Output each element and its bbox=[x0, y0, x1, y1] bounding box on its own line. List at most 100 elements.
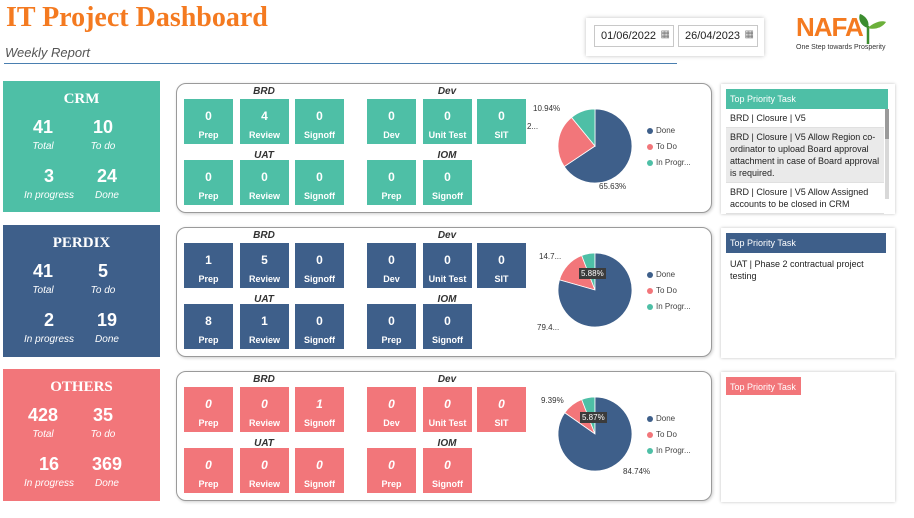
scrollbar[interactable] bbox=[885, 109, 889, 199]
priority-task-header[interactable]: Top Priority Task bbox=[726, 377, 801, 395]
iom-group-label: IOM bbox=[437, 294, 457, 305]
iom-signoff-tile[interactable]: 0 Signoff bbox=[423, 304, 472, 349]
dev-unit-tile[interactable]: 0 Unit Test bbox=[423, 99, 472, 144]
dev-sit-tile[interactable]: 0 SIT bbox=[477, 243, 526, 288]
calendar-icon[interactable]: ▦ bbox=[744, 29, 754, 40]
pie-slice-todo[interactable] bbox=[557, 116, 596, 168]
priority-task-header[interactable]: Top Priority Task bbox=[726, 233, 886, 253]
iom-prep-tile[interactable]: 0 Prep bbox=[367, 448, 416, 493]
priority-task-item[interactable]: BRD | Closure | V5 bbox=[726, 109, 884, 128]
priority-task-header[interactable]: Top Priority Task bbox=[726, 89, 888, 109]
brd-prep-tile[interactable]: 0 Prep bbox=[184, 387, 233, 432]
tile-count: 0 bbox=[316, 253, 323, 267]
legend-marker bbox=[647, 303, 653, 310]
uat-signoff-tile[interactable]: 0 Signoff bbox=[295, 448, 344, 493]
tile-count: 0 bbox=[316, 314, 323, 328]
tile-label: Review bbox=[248, 335, 281, 345]
dev-unit-tile[interactable]: 0 Unit Test bbox=[423, 387, 472, 432]
status-pie-chart[interactable] bbox=[555, 394, 635, 474]
priority-task-item[interactable]: BRD | Closure | V5 Allow Region co-ordin… bbox=[726, 128, 884, 183]
stat-todo: 5 To do bbox=[73, 261, 133, 296]
iom-prep-tile[interactable]: 0 Prep bbox=[367, 160, 416, 205]
calendar-icon[interactable]: ▦ bbox=[660, 29, 670, 40]
tile-label: Unit Test bbox=[428, 274, 467, 284]
legend-item[interactable]: Done bbox=[647, 270, 691, 286]
iom-prep-tile[interactable]: 0 Prep bbox=[367, 304, 416, 349]
scrollbar-thumb[interactable] bbox=[885, 109, 889, 139]
uat-review-tile[interactable]: 0 Review bbox=[240, 160, 289, 205]
tile-count: 0 bbox=[205, 109, 212, 123]
dev-unit-tile[interactable]: 0 Unit Test bbox=[423, 243, 472, 288]
stat-done: 369 Done bbox=[77, 454, 137, 489]
tile-label: Prep bbox=[198, 130, 219, 140]
legend-item[interactable]: Done bbox=[647, 414, 691, 430]
legend-item[interactable]: To Do bbox=[647, 142, 691, 158]
uat-prep-tile[interactable]: 8 Prep bbox=[184, 304, 233, 349]
legend-item[interactable]: To Do bbox=[647, 430, 691, 446]
priority-task-item[interactable]: BRD | Closure | V5 Allow Assigned accoun… bbox=[726, 183, 884, 214]
tile-count: 0 bbox=[205, 397, 212, 411]
uat-signoff-tile[interactable]: 0 Signoff bbox=[295, 304, 344, 349]
dev-sit-tile[interactable]: 0 SIT bbox=[477, 387, 526, 432]
stat-label: Total bbox=[32, 285, 54, 296]
legend-marker bbox=[647, 287, 653, 294]
brd-review-tile[interactable]: 5 Review bbox=[240, 243, 289, 288]
pie-slice-inprog[interactable] bbox=[570, 108, 596, 148]
legend-item[interactable]: In Progr... bbox=[647, 302, 691, 318]
stat-value: 369 bbox=[91, 454, 123, 474]
legend-label: To Do bbox=[656, 286, 677, 295]
legend-marker bbox=[647, 143, 653, 150]
uat-review-tile[interactable]: 1 Review bbox=[240, 304, 289, 349]
pie-slice-done[interactable] bbox=[557, 396, 633, 472]
brd-signoff-tile[interactable]: 1 Signoff bbox=[295, 387, 344, 432]
legend-item[interactable]: In Progr... bbox=[647, 158, 691, 174]
dev-dev-tile[interactable]: 0 Dev bbox=[367, 387, 416, 432]
pie-slice-done[interactable] bbox=[557, 252, 633, 328]
priority-task-item[interactable]: UAT | Phase 2 contractual project testin… bbox=[730, 259, 864, 281]
dev-dev-tile[interactable]: 0 Dev bbox=[367, 99, 416, 144]
uat-signoff-tile[interactable]: 0 Signoff bbox=[295, 160, 344, 205]
iom-group-label: IOM bbox=[437, 150, 457, 161]
dev-dev-tile[interactable]: 0 Dev bbox=[367, 243, 416, 288]
brd-signoff-tile[interactable]: 0 Signoff bbox=[295, 243, 344, 288]
brd-prep-tile[interactable]: 1 Prep bbox=[184, 243, 233, 288]
legend-item[interactable]: To Do bbox=[647, 286, 691, 302]
tile-label: Signoff bbox=[304, 130, 335, 140]
stat-label: To do bbox=[90, 285, 116, 296]
date-to-field[interactable]: 26/04/2023 ▦ bbox=[678, 25, 758, 47]
legend-marker bbox=[647, 127, 653, 134]
title-divider bbox=[4, 63, 677, 64]
iom-signoff-tile[interactable]: 0 Signoff bbox=[423, 160, 472, 205]
stat-done: 24 Done bbox=[77, 166, 137, 201]
date-from-field[interactable]: 01/06/2022 ▦ bbox=[594, 25, 674, 47]
uat-review-tile[interactable]: 0 Review bbox=[240, 448, 289, 493]
date-from-value: 01/06/2022 bbox=[601, 30, 657, 42]
stat-value: 19 bbox=[96, 310, 118, 330]
tile-count: 0 bbox=[444, 458, 451, 472]
pie-slice-done[interactable] bbox=[563, 108, 633, 184]
brd-review-tile[interactable]: 0 Review bbox=[240, 387, 289, 432]
dev-sit-tile[interactable]: 0 SIT bbox=[477, 99, 526, 144]
iom-signoff-tile[interactable]: 0 Signoff bbox=[423, 448, 472, 493]
tile-count: 0 bbox=[388, 397, 395, 411]
tile-label: Prep bbox=[198, 274, 219, 284]
stat-todo: 35 To do bbox=[73, 405, 133, 440]
legend-item[interactable]: In Progr... bbox=[647, 446, 691, 462]
brd-prep-tile[interactable]: 0 Prep bbox=[184, 99, 233, 144]
stat-value: 3 bbox=[43, 166, 54, 186]
uat-prep-tile[interactable]: 0 Prep bbox=[184, 160, 233, 205]
brd-signoff-tile[interactable]: 0 Signoff bbox=[295, 99, 344, 144]
legend-marker bbox=[647, 415, 653, 422]
tile-label: Dev bbox=[383, 274, 400, 284]
pie-data-label: 14.7... bbox=[539, 252, 562, 261]
status-pie-chart[interactable] bbox=[555, 250, 635, 330]
tile-count: 0 bbox=[444, 314, 451, 328]
tile-label: Review bbox=[248, 191, 281, 201]
stat-label: To do bbox=[90, 429, 116, 440]
status-pie-chart[interactable] bbox=[555, 106, 635, 186]
stat-total: 41 Total bbox=[13, 261, 73, 296]
uat-prep-tile[interactable]: 0 Prep bbox=[184, 448, 233, 493]
brd-review-tile[interactable]: 4 Review bbox=[240, 99, 289, 144]
legend-item[interactable]: Done bbox=[647, 126, 691, 142]
legend-label: Done bbox=[656, 414, 676, 423]
